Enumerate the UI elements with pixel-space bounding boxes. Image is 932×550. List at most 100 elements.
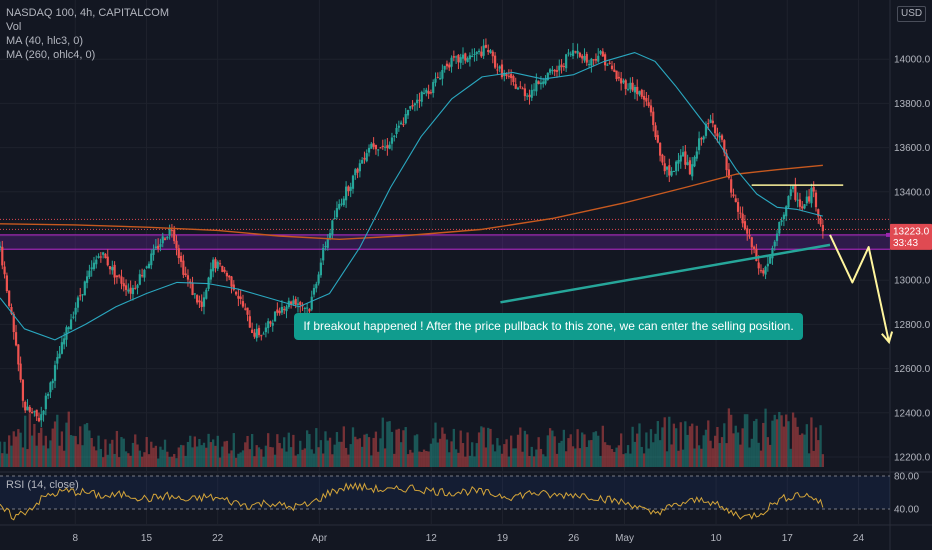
candle-body: [821, 225, 824, 232]
price-axis[interactable]: 12200.012400.012600.012800.013000.013200…: [894, 55, 931, 516]
volume-bar: [111, 439, 114, 467]
candle-body: [769, 256, 772, 264]
volume-bar: [780, 415, 783, 467]
volume-bar: [30, 435, 34, 467]
volume-bar: [356, 439, 359, 467]
candle-body: [702, 136, 705, 140]
volume-bar: [406, 454, 410, 467]
candle-body: [704, 124, 708, 136]
time-tick-label: 22: [212, 533, 224, 544]
candle-body: [697, 138, 701, 151]
volume-bar: [218, 457, 222, 467]
volume-bar: [562, 429, 566, 467]
forecast-arrow-head: [881, 331, 894, 345]
candle-body: [90, 267, 93, 270]
candle-body: [771, 247, 774, 259]
volume-bar: [590, 440, 593, 467]
candle-body: [736, 202, 740, 212]
candle-body: [514, 84, 517, 89]
candle-body: [351, 175, 355, 189]
candle-body: [675, 161, 678, 172]
candle-body: [47, 393, 50, 396]
volume-bar: [741, 428, 744, 467]
volume-bar: [464, 456, 467, 467]
volume-bar: [704, 429, 708, 467]
volume-bar: [425, 450, 428, 467]
volume-bar: [569, 434, 572, 467]
volume-bar: [638, 423, 641, 467]
volume-bar: [707, 420, 710, 467]
volume-bar: [101, 457, 105, 467]
candle-body: [347, 186, 350, 192]
volume-bar: [730, 414, 733, 467]
volume-bar: [324, 431, 327, 467]
candle-body: [466, 58, 469, 63]
candle-body: [186, 275, 190, 280]
volume-bar: [56, 414, 59, 467]
candle-body: [555, 70, 559, 72]
symbol-title[interactable]: NASDAQ 100, 4h, CAPITALCOM: [6, 7, 170, 19]
candle-body: [267, 321, 270, 329]
currency-button[interactable]: USD: [897, 6, 927, 22]
volume-bar: [51, 428, 54, 467]
candle-body: [191, 282, 194, 296]
volume-bar: [388, 421, 391, 467]
volume-bar: [143, 452, 146, 467]
candle-body: [42, 410, 45, 415]
rsi-band: [0, 476, 890, 509]
candle-body: [691, 164, 694, 177]
candle-body: [805, 196, 808, 204]
volume-bar: [278, 442, 281, 467]
candle-body: [732, 194, 735, 197]
candle-body: [757, 262, 760, 269]
volume-bar: [177, 447, 180, 467]
volume-bar: [83, 424, 86, 467]
candle-body: [44, 395, 47, 410]
volume-bar: [599, 455, 602, 467]
time-tick-label: 8: [72, 533, 78, 544]
trade-idea-callout: If breakout happened ! After the price p…: [294, 313, 803, 340]
candle-body: [315, 283, 318, 289]
candle-body: [592, 59, 595, 61]
volume-bar: [65, 422, 68, 467]
volume-bar: [205, 447, 208, 467]
volume-bar: [189, 435, 192, 467]
candle-body: [796, 199, 799, 201]
volume-bar: [365, 433, 368, 467]
volume-bar: [315, 428, 318, 467]
candle-body: [163, 238, 167, 240]
candle-body: [331, 220, 334, 235]
candle-body: [67, 327, 70, 330]
volume-bar: [58, 445, 61, 467]
volume-bar: [798, 434, 802, 467]
rsi-indicator-label[interactable]: RSI (14, close): [6, 479, 79, 491]
ma40-indicator-label[interactable]: MA (40, hlc3, 0): [6, 35, 84, 47]
volume-bar: [677, 450, 680, 467]
ma260-indicator-label[interactable]: MA (260, ohlc4, 0): [6, 49, 96, 61]
candle-body: [789, 189, 792, 197]
candle-body: [285, 306, 288, 312]
candle-body: [63, 338, 66, 345]
volume-bar: [498, 445, 501, 467]
candlestick-series[interactable]: [0, 38, 824, 428]
candle-body: [411, 105, 414, 107]
volume-bar: [636, 433, 639, 467]
volume-bar: [471, 442, 474, 467]
candle-body: [810, 187, 813, 204]
candle-body: [69, 319, 73, 330]
volume-bar: [597, 435, 600, 467]
candle-body: [232, 284, 235, 290]
volume-bar: [402, 430, 405, 467]
candle-body: [461, 54, 465, 59]
volume-bar: [168, 456, 171, 467]
candle-body: [379, 147, 382, 149]
candle-body: [640, 89, 643, 97]
time-axis[interactable]: 8 15 22 Apr 12 19 26 May 10 17 24: [72, 533, 864, 544]
volume-indicator-label[interactable]: Vol: [6, 21, 22, 33]
volume-bar: [418, 451, 421, 467]
candle-body: [505, 74, 508, 76]
volume-bar: [411, 452, 414, 467]
volume-bar: [381, 417, 384, 467]
candle-body: [583, 56, 586, 61]
